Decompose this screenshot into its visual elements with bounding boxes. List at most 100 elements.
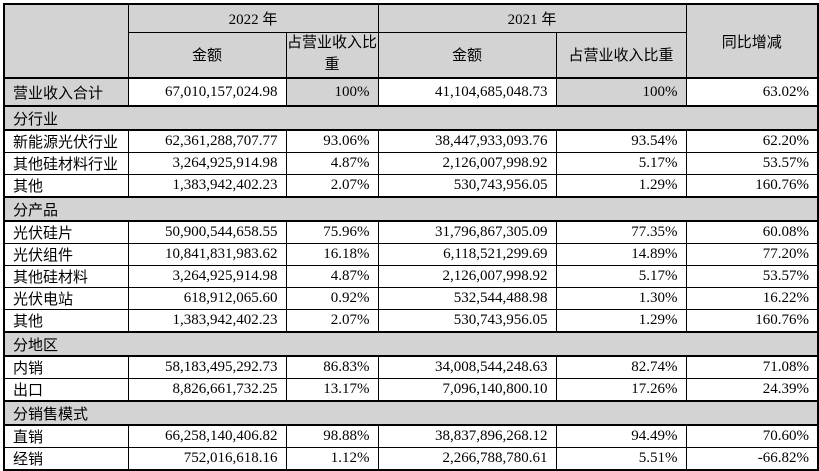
ratio-2022-cell: 86.83% <box>285 355 379 379</box>
amount-2022-cell: 50,900,544,658.55 <box>127 220 287 244</box>
yoy-cell: 53.57% <box>685 152 819 175</box>
yoy-cell: 24.39% <box>685 378 819 402</box>
table-row: 光伏电站 618,912,065.60 0.92% 532,544,488.98… <box>3 287 819 310</box>
header-row-metrics: 金额 占营业收入比重 金额 占营业收入比重 <box>4 31 818 79</box>
summary-amount-2021: 41,104,685,048.73 <box>377 77 557 107</box>
section-title: 分产品 <box>3 196 819 222</box>
yoy-cell: 60.08% <box>685 220 819 244</box>
row-label: 新能源光伏行业 <box>3 129 129 153</box>
amount-2021-cell: 7,096,140,800.10 <box>377 378 557 402</box>
yoy-cell: 62.20% <box>685 129 819 153</box>
ratio-header-2022: 占营业收入比重 <box>285 31 379 79</box>
ratio-header-2021: 占营业收入比重 <box>555 31 687 79</box>
yoy-cell: -66.82% <box>685 447 819 471</box>
ratio-2021-cell: 94.49% <box>555 424 687 448</box>
ratio-2022-cell: 93.06% <box>285 129 379 153</box>
amount-2022-cell: 66,258,140,406.82 <box>127 424 287 448</box>
amount-2021-cell: 31,796,867,305.09 <box>377 220 557 244</box>
ratio-2021-cell: 5.51% <box>555 447 687 471</box>
ratio-2022-cell: 2.07% <box>285 309 379 333</box>
corner-cell <box>3 3 129 79</box>
ratio-2022-cell: 2.07% <box>285 174 379 198</box>
table-row: 内销 58,183,495,292.73 86.83% 34,008,544,2… <box>3 355 819 379</box>
amount-2022-cell: 62,361,288,707.77 <box>127 129 287 153</box>
amount-2022-cell: 58,183,495,292.73 <box>127 355 287 379</box>
amount-header-2021: 金额 <box>377 31 557 79</box>
summary-ratio-2022: 100% <box>285 77 379 107</box>
ratio-2021-cell: 1.29% <box>555 174 687 198</box>
ratio-2022-cell: 13.17% <box>285 378 379 402</box>
amount-2021-cell: 38,447,933,093.76 <box>377 129 557 153</box>
amount-2022-cell: 8,826,661,732.25 <box>127 378 287 402</box>
yoy-cell: 160.76% <box>685 174 819 198</box>
ratio-2022-cell: 98.88% <box>285 424 379 448</box>
table-row: 其他硅材料 3,264,925,914.98 4.87% 2,126,007,9… <box>3 265 819 288</box>
table-row: 出口 8,826,661,732.25 13.17% 7,096,140,800… <box>3 378 819 402</box>
ratio-2021-cell: 1.30% <box>555 287 687 310</box>
table-row: 经销 752,016,618.16 1.12% 2,266,788,780.61… <box>3 447 819 471</box>
ratio-2022-cell: 4.87% <box>285 265 379 288</box>
amount-2022-cell: 10,841,831,983.62 <box>127 243 287 266</box>
amount-2022-cell: 618,912,065.60 <box>127 287 287 310</box>
row-label: 经销 <box>3 447 129 471</box>
row-label: 光伏电站 <box>3 287 129 310</box>
section-title: 分行业 <box>3 105 819 131</box>
amount-2021-cell: 34,008,544,248.63 <box>377 355 557 379</box>
ratio-2021-cell: 5.17% <box>555 152 687 175</box>
amount-2021-cell: 2,266,788,780.61 <box>377 447 557 471</box>
yoy-cell: 71.08% <box>685 355 819 379</box>
row-label: 光伏硅片 <box>3 220 129 244</box>
yoy-cell: 16.22% <box>685 287 819 310</box>
summary-row: 营业收入合计 67,010,157,024.98 100% 41,104,685… <box>3 77 819 107</box>
amount-2021-cell: 38,837,896,268.12 <box>377 424 557 448</box>
amount-2022-cell: 1,383,942,402.23 <box>127 309 287 333</box>
row-label: 其他 <box>3 309 129 333</box>
amount-2022-cell: 3,264,925,914.98 <box>127 152 287 175</box>
row-label: 其他硅材料行业 <box>3 152 129 175</box>
ratio-2021-cell: 93.54% <box>555 129 687 153</box>
section-title: 分地区 <box>3 331 819 357</box>
year-2022-header: 2022 年 <box>127 3 379 33</box>
yoy-cell: 53.57% <box>685 265 819 288</box>
table-row: 其他硅材料行业 3,264,925,914.98 4.87% 2,126,007… <box>3 152 819 175</box>
amount-2021-cell: 530,743,956.05 <box>377 174 557 198</box>
table-row: 直销 66,258,140,406.82 98.88% 38,837,896,2… <box>3 424 819 448</box>
amount-2022-cell: 752,016,618.16 <box>127 447 287 471</box>
table-row: 其他 1,383,942,402.23 2.07% 530,743,956.05… <box>3 174 819 198</box>
yoy-cell: 77.20% <box>685 243 819 266</box>
year-2021-header: 2021 年 <box>377 3 687 33</box>
summary-amount-2022: 67,010,157,024.98 <box>127 77 287 107</box>
revenue-breakdown-table: 2022 年 2021 年 同比增减 金额 占营业收入比重 金额 占营业收入比重… <box>3 3 819 471</box>
section-row-product: 分产品 <box>3 196 819 222</box>
row-label: 其他硅材料 <box>3 265 129 288</box>
amount-header-2022: 金额 <box>127 31 287 79</box>
amount-2022-cell: 3,264,925,914.98 <box>127 265 287 288</box>
ratio-2021-cell: 82.74% <box>555 355 687 379</box>
table-row: 其他 1,383,942,402.23 2.07% 530,743,956.05… <box>3 309 819 333</box>
summary-label: 营业收入合计 <box>3 77 129 107</box>
table-row: 光伏组件 10,841,831,983.62 16.18% 6,118,521,… <box>3 243 819 266</box>
ratio-2021-cell: 77.35% <box>555 220 687 244</box>
ratio-2021-cell: 5.17% <box>555 265 687 288</box>
section-title: 分销售模式 <box>3 400 819 426</box>
table-row: 光伏硅片 50,900,544,658.55 75.96% 31,796,867… <box>3 220 819 244</box>
amount-2022-cell: 1,383,942,402.23 <box>127 174 287 198</box>
section-row-industry: 分行业 <box>3 105 819 131</box>
table-row: 新能源光伏行业 62,361,288,707.77 93.06% 38,447,… <box>3 129 819 153</box>
amount-2021-cell: 532,544,488.98 <box>377 287 557 310</box>
ratio-2021-cell: 17.26% <box>555 378 687 402</box>
section-row-region: 分地区 <box>3 331 819 357</box>
section-row-sales-model: 分销售模式 <box>3 400 819 426</box>
ratio-2022-cell: 4.87% <box>285 152 379 175</box>
ratio-2022-cell: 0.92% <box>285 287 379 310</box>
ratio-2022-cell: 75.96% <box>285 220 379 244</box>
row-label: 光伏组件 <box>3 243 129 266</box>
summary-ratio-2021: 100% <box>555 77 687 107</box>
ratio-2021-cell: 14.89% <box>555 243 687 266</box>
ratio-2021-cell: 1.29% <box>555 309 687 333</box>
summary-yoy: 63.02% <box>685 77 819 107</box>
header-row-years: 2022 年 2021 年 同比增减 <box>3 3 819 79</box>
ratio-2022-cell: 16.18% <box>285 243 379 266</box>
ratio-2022-cell: 1.12% <box>285 447 379 471</box>
row-label: 直销 <box>3 424 129 448</box>
